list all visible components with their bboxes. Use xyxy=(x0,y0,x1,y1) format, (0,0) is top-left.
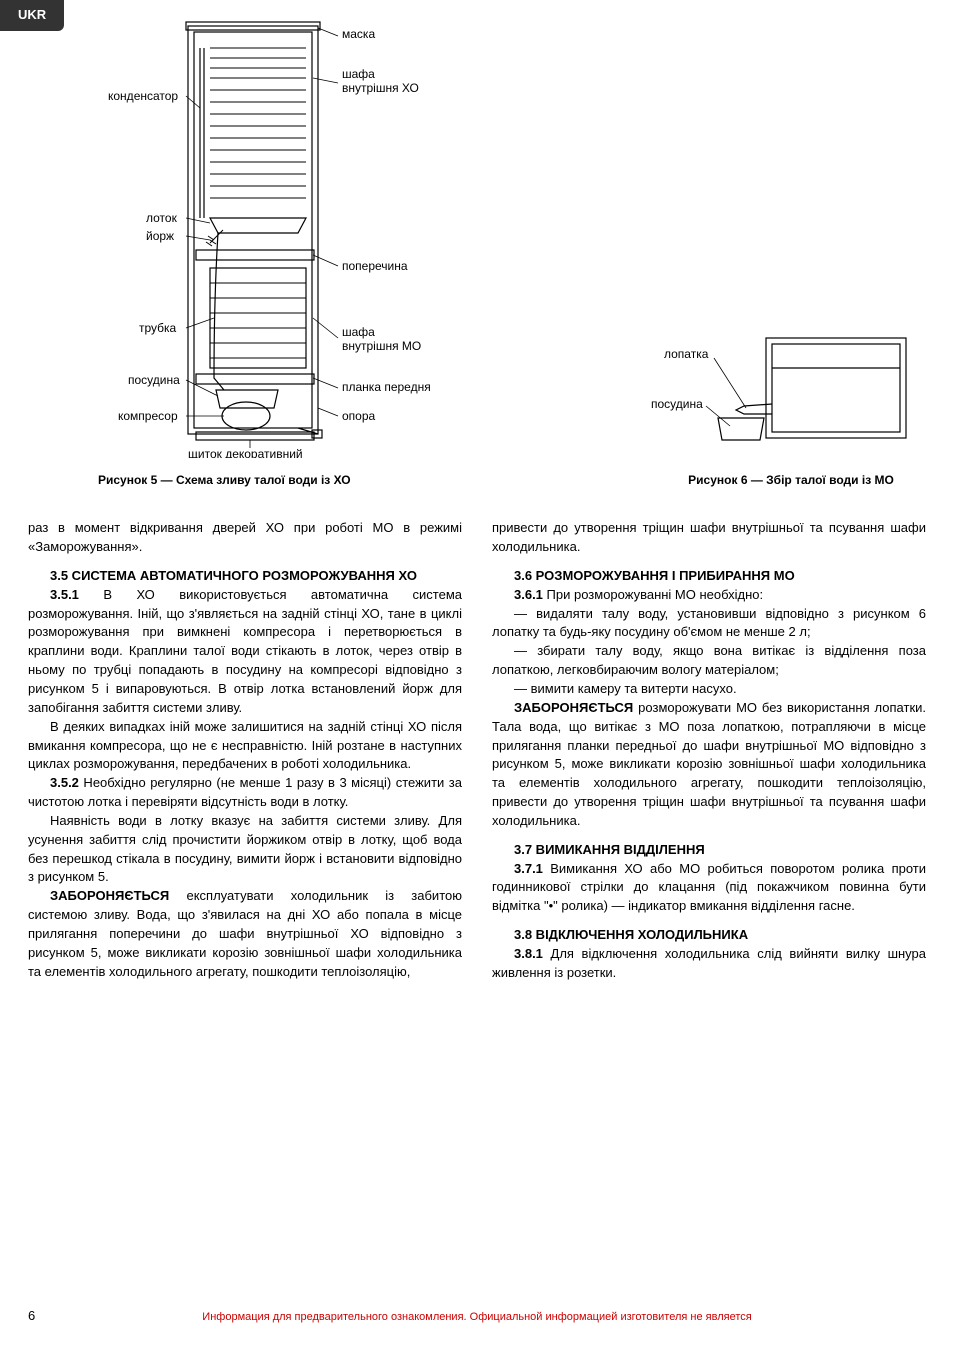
disclaimer: Информация для предварительного ознакомл… xyxy=(0,1310,954,1326)
heading-3-6: 3.6 РОЗМОРОЖУВАННЯ І ПРИБИРАННЯ МО xyxy=(492,567,926,586)
para-right-top: привести до утворення тріщин шафи внутрі… xyxy=(492,519,926,557)
figure-5-caption: Рисунок 5 — Схема зливу талої води із ХО xyxy=(28,472,468,489)
figure-6-svg: лопатка посудина xyxy=(486,328,926,458)
zab-right: ЗАБОРОНЯЄТЬСЯ xyxy=(514,700,633,715)
label-maska: маска xyxy=(342,27,375,41)
figure-5: маска шафа внутрішня ХО конденсатор лото… xyxy=(28,18,468,489)
text-3-5-1: В ХО використовується автоматична систем… xyxy=(28,587,462,715)
num-3-8-1: 3.8.1 xyxy=(514,946,543,961)
label-shafa-mo-1: шафа xyxy=(342,325,375,339)
label-planka: планка передня xyxy=(342,380,431,394)
para-3-5-1b: В деяких випадках іній може залишитися н… xyxy=(28,718,462,775)
para-3-5-1: 3.5.1 В ХО використовується автоматична … xyxy=(28,586,462,718)
para-zab-left: ЗАБОРОНЯЄТЬСЯ експлуатувати холодильник … xyxy=(28,887,462,981)
label-shafa-mo-2: внутрішня МО xyxy=(342,339,421,353)
li-2: — збирати талу воду, якщо вона витікає і… xyxy=(492,642,926,680)
page-content: маска шафа внутрішня ХО конденсатор лото… xyxy=(28,18,926,983)
num-3-7-1: 3.7.1 xyxy=(514,861,543,876)
label-opora: опора xyxy=(342,409,376,423)
label-shchytok: щиток декоративний xyxy=(188,447,303,458)
figure-6: лопатка посудина Рисунок 6 — Збір талої … xyxy=(486,328,926,489)
li-3: — вимити камеру та витерти насухо. xyxy=(492,680,926,699)
heading-3-7: 3.7 ВИМИКАННЯ ВІДДІЛЕННЯ xyxy=(492,841,926,860)
zab-right-text: розморожувати МО без використання лопатк… xyxy=(492,700,926,828)
text-3-5-2: Необхідно регулярно (не менше 1 разу в 3… xyxy=(28,775,462,809)
label-poperechyna: поперечина xyxy=(342,259,408,273)
num-3-6-1: 3.6.1 xyxy=(514,587,543,602)
para-3-8-1: 3.8.1 Для відключення холодильника слід … xyxy=(492,945,926,983)
para-3-5-2b: Наявність води в лотку вказує на забиття… xyxy=(28,812,462,887)
num-3-5-1: 3.5.1 xyxy=(50,587,79,602)
para-left-top: раз в момент відкривання дверей ХО при р… xyxy=(28,519,462,557)
label-posudyna: посудина xyxy=(128,373,180,387)
figure-6-caption: Рисунок 6 — Збір талої води із МО xyxy=(486,472,926,489)
para-3-6-1: 3.6.1 При розморожуванні МО необхідно: xyxy=(492,586,926,605)
text-3-6-1: При розморожуванні МО необхідно: xyxy=(543,587,763,602)
label-lopatka: лопатка xyxy=(664,347,709,361)
para-3-7-1: 3.7.1 Вимикання ХО або МО робиться повор… xyxy=(492,860,926,917)
num-3-5-2: 3.5.2 xyxy=(50,775,79,790)
label-kondensator: конденсатор xyxy=(108,89,178,103)
label-posudyna-6: посудина xyxy=(651,397,703,411)
label-shafa-xo-2: внутрішня ХО xyxy=(342,81,419,95)
text-columns: раз в момент відкривання дверей ХО при р… xyxy=(28,519,926,982)
right-column: привести до утворення тріщин шафи внутрі… xyxy=(492,519,926,982)
para-zab-right: ЗАБОРОНЯЄТЬСЯ розморожувати МО без викор… xyxy=(492,699,926,831)
heading-3-8: 3.8 ВІДКЛЮЧЕННЯ ХОЛОДИЛЬНИКА xyxy=(492,926,926,945)
figures-row: маска шафа внутрішня ХО конденсатор лото… xyxy=(28,18,926,489)
label-trubka: трубка xyxy=(139,321,177,335)
li-1: — видаляти талу воду, установивши відпов… xyxy=(492,605,926,643)
para-3-5-2: 3.5.2 Необхідно регулярно (не менше 1 ра… xyxy=(28,774,462,812)
heading-3-5: 3.5 СИСТЕМА АВТОМАТИЧНОГО РОЗМОРОЖУВАННЯ… xyxy=(28,567,462,586)
label-kompresor: компресор xyxy=(118,409,178,423)
left-column: раз в момент відкривання дверей ХО при р… xyxy=(28,519,462,982)
label-lotok: лоток xyxy=(146,211,178,225)
figure-5-svg: маска шафа внутрішня ХО конденсатор лото… xyxy=(28,18,468,458)
text-3-7-1: Вимикання ХО або МО робиться поворотом р… xyxy=(492,861,926,914)
label-shafa-xo-1: шафа xyxy=(342,67,375,81)
label-yorzh: йорж xyxy=(146,229,174,243)
text-3-8-1: Для відключення холодильника слід вийнят… xyxy=(492,946,926,980)
zab-left: ЗАБОРОНЯЄТЬСЯ xyxy=(50,888,169,903)
